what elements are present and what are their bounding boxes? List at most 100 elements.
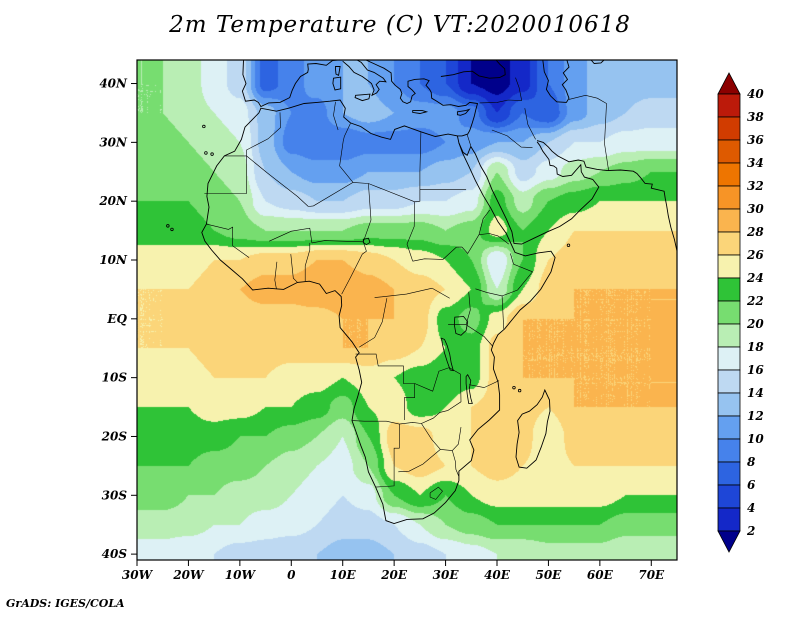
coastline: [354, 93, 371, 102]
country-border: [374, 287, 433, 298]
x-tick-label: 70E: [638, 568, 665, 582]
coastline: [458, 141, 600, 245]
country-border: [465, 324, 494, 347]
coastline: [342, 60, 387, 97]
island-dot: [517, 388, 522, 393]
country-border: [501, 295, 504, 329]
coastline: [456, 108, 471, 116]
colorbar-top-arrow: [717, 72, 741, 95]
colorbar-label: 24: [746, 271, 764, 285]
colorbar: 40 38 36 34 32 30 28 26 24 22 20 18 16 14 12 10 8 6 4 2: [717, 72, 764, 553]
country-border: [447, 374, 462, 411]
colorbar-label: 38: [747, 110, 764, 124]
country-border: [269, 227, 313, 243]
coastline: [332, 76, 342, 91]
country-border: [308, 182, 354, 207]
chart-title: 2m Temperature (C) VT:2020010618: [169, 12, 631, 38]
country-border: [466, 134, 472, 146]
x-tick-label: 10W: [225, 568, 257, 582]
y-tick-label: 30N: [99, 135, 128, 149]
coastline: [542, 60, 570, 103]
country-border: [449, 367, 461, 375]
colorbar-band: [717, 507, 741, 532]
x-tick-label: 0: [287, 568, 296, 582]
colorbar-label: 34: [747, 156, 764, 170]
colorbar-band: [717, 346, 741, 371]
country-border: [363, 183, 372, 242]
coastline: [241, 60, 338, 108]
island-dot: [204, 151, 208, 155]
x-tick-label: 40E: [484, 568, 511, 582]
colorbar-label: 20: [746, 317, 764, 331]
country-border: [204, 155, 247, 194]
colorbar-label: 8: [747, 455, 756, 469]
island-dot: [512, 385, 516, 390]
country-border: [452, 450, 460, 477]
colorbar-band: [717, 208, 741, 233]
coastline: [536, 140, 677, 252]
country-border: [478, 209, 491, 235]
colorbar-band: [717, 300, 741, 325]
colorbar-label: 36: [747, 133, 764, 147]
country-border: [429, 486, 443, 500]
colorbar-band: [717, 323, 741, 348]
country-border: [461, 234, 480, 255]
country-border: [491, 129, 533, 148]
lakes: [362, 237, 473, 404]
country-border: [469, 380, 500, 388]
colorbar-label: 32: [747, 179, 764, 193]
coastline: [515, 388, 551, 469]
country-borders: [204, 77, 609, 500]
country-border: [341, 241, 367, 295]
colorbar-band: [717, 484, 741, 509]
country-border: [274, 261, 278, 289]
country-border: [206, 223, 250, 258]
colorbar-band: [717, 139, 741, 164]
temperature-field-canvas: [137, 60, 677, 560]
island-dot: [170, 227, 174, 232]
colorbar-label: 26: [746, 248, 764, 262]
country-border: [475, 288, 503, 297]
coastline: [440, 60, 506, 79]
colorbar-label: 40: [747, 87, 764, 101]
colorbar-label: 14: [747, 386, 764, 400]
colorbar-label: 10: [747, 432, 764, 446]
colorbar-label: 2: [746, 524, 755, 538]
colorbar-label: 12: [747, 409, 764, 423]
colorbar-band: [717, 438, 741, 463]
country-border: [355, 353, 415, 384]
country-border: [311, 240, 364, 244]
country-border: [339, 123, 354, 183]
country-border: [359, 298, 388, 348]
country-border: [501, 253, 533, 297]
coastline: [590, 60, 605, 64]
country-border: [524, 108, 536, 140]
country-border: [304, 242, 311, 282]
colorbar-label: 22: [746, 294, 764, 308]
country-border: [398, 449, 441, 473]
attribution-text: GrADS: IGES/COLA: [6, 597, 125, 610]
lake-outline: [440, 337, 454, 372]
lake-outline: [465, 374, 473, 404]
x-tick-label: 20W: [172, 568, 205, 582]
x-tick-label: 60E: [587, 568, 614, 582]
country-border: [478, 233, 509, 245]
country-border: [432, 287, 450, 299]
country-border: [414, 367, 450, 392]
colorbar-label: 4: [747, 501, 755, 515]
x-tick-label: 20E: [380, 568, 408, 582]
lake-outline: [453, 316, 469, 336]
x-tick-label: 30W: [122, 568, 154, 582]
country-border: [246, 155, 309, 207]
y-tick-label: 20N: [98, 194, 128, 208]
y-tick-label: EQ: [106, 312, 127, 326]
colorbar-label: 28: [746, 225, 764, 239]
country-border: [352, 182, 421, 203]
country-border: [351, 420, 422, 425]
colorbar-band: [717, 231, 741, 256]
country-border: [419, 131, 422, 190]
country-border: [465, 291, 471, 325]
y-tick-label: 10N: [99, 253, 128, 267]
